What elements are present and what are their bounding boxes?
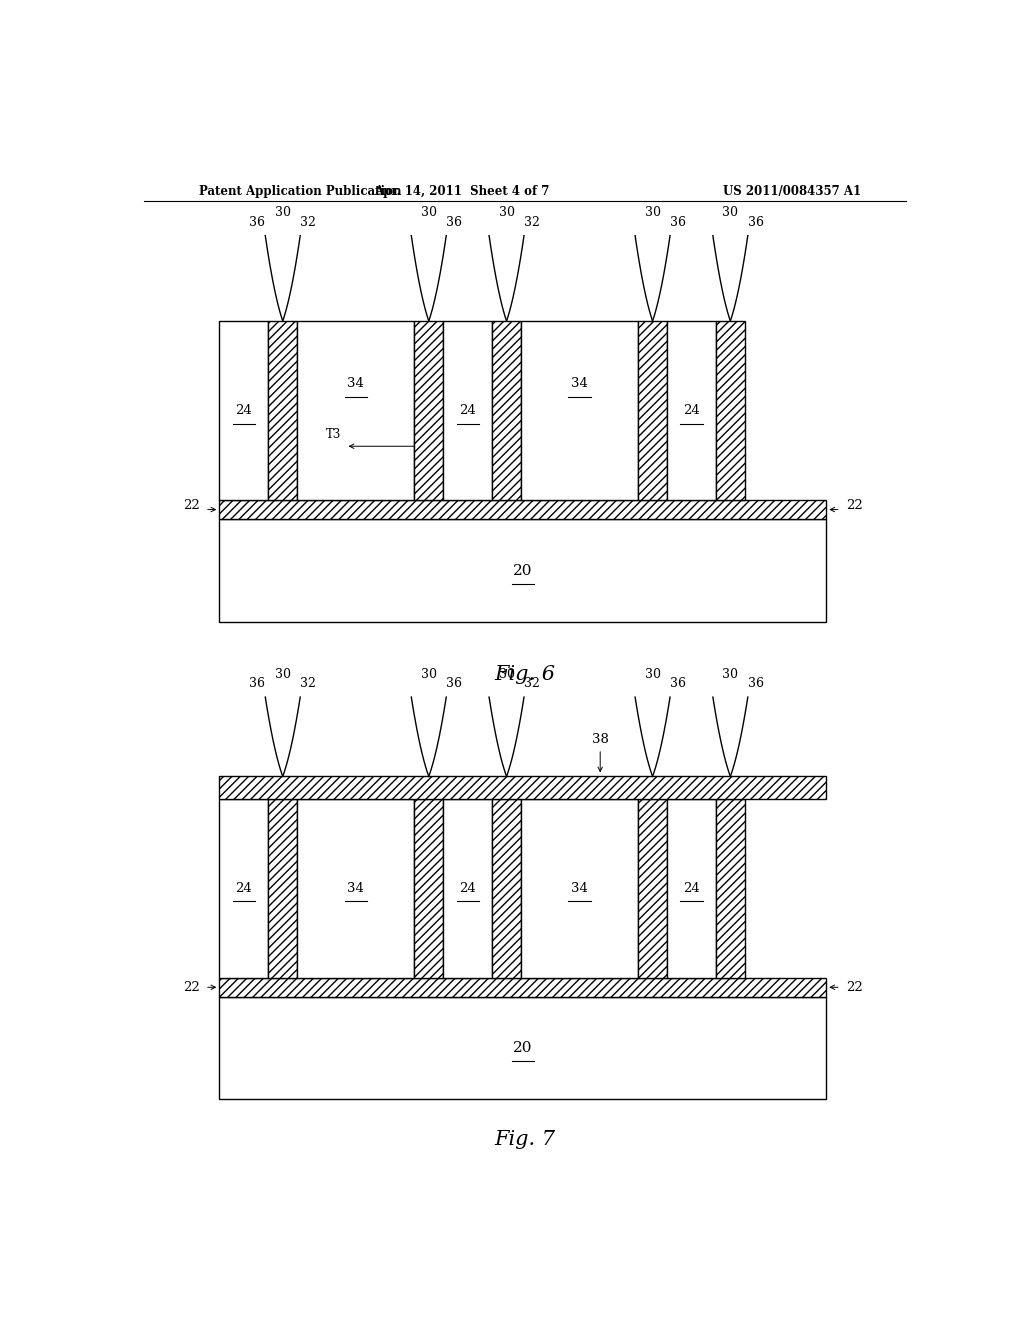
Text: 36: 36	[670, 677, 686, 690]
Text: 30: 30	[499, 206, 514, 219]
Text: 38: 38	[592, 733, 608, 746]
Bar	[493, 321, 521, 500]
Text: 36: 36	[250, 215, 265, 228]
Text: 30: 30	[722, 206, 738, 219]
Text: 24: 24	[460, 882, 476, 895]
Bar	[219, 799, 268, 978]
Text: 30: 30	[644, 668, 660, 681]
Text: Fig. 7: Fig. 7	[495, 1130, 555, 1150]
Bar	[219, 776, 826, 799]
Bar	[415, 799, 443, 978]
Bar	[219, 997, 826, 1098]
Text: 34: 34	[571, 882, 588, 895]
Text: 30: 30	[644, 206, 660, 219]
Text: 20: 20	[513, 564, 532, 578]
Bar	[219, 500, 826, 519]
Bar	[297, 321, 415, 500]
Text: 30: 30	[499, 668, 514, 681]
Bar	[521, 799, 638, 978]
Text: Fig. 6: Fig. 6	[495, 664, 555, 684]
Bar	[638, 799, 667, 978]
Text: 36: 36	[250, 677, 265, 690]
Bar	[716, 799, 744, 978]
Bar	[667, 321, 716, 500]
Bar	[493, 799, 521, 978]
Bar	[268, 321, 297, 500]
Text: 30: 30	[421, 668, 437, 681]
Text: 36: 36	[748, 215, 764, 228]
Bar	[297, 799, 415, 978]
Text: 30: 30	[274, 668, 291, 681]
Text: 34: 34	[571, 378, 588, 391]
Text: T3: T3	[327, 428, 342, 441]
Text: 24: 24	[683, 882, 699, 895]
Text: 34: 34	[347, 378, 365, 391]
Text: 36: 36	[446, 215, 462, 228]
Bar	[638, 321, 667, 500]
Text: 22: 22	[846, 981, 863, 994]
Text: 32: 32	[300, 677, 316, 690]
Bar	[716, 321, 744, 500]
Text: 32: 32	[524, 677, 540, 690]
Text: 24: 24	[460, 404, 476, 417]
Bar	[268, 799, 297, 978]
Bar	[521, 321, 638, 500]
Text: 24: 24	[236, 882, 252, 895]
Bar	[415, 321, 443, 500]
Text: US 2011/0084357 A1: US 2011/0084357 A1	[723, 185, 861, 198]
Text: 36: 36	[748, 677, 764, 690]
Bar	[443, 321, 493, 500]
Text: 30: 30	[274, 206, 291, 219]
Text: Apr. 14, 2011  Sheet 4 of 7: Apr. 14, 2011 Sheet 4 of 7	[374, 185, 549, 198]
Bar	[443, 799, 493, 978]
Text: Patent Application Publication: Patent Application Publication	[200, 185, 402, 198]
Text: 22: 22	[182, 499, 200, 512]
Text: 22: 22	[182, 981, 200, 994]
Text: 32: 32	[524, 215, 540, 228]
Text: 24: 24	[683, 404, 699, 417]
Text: 22: 22	[846, 499, 863, 512]
Bar	[219, 519, 826, 622]
Text: 30: 30	[722, 668, 738, 681]
Text: 36: 36	[670, 215, 686, 228]
Text: 30: 30	[421, 206, 437, 219]
Text: 36: 36	[446, 677, 462, 690]
Text: 20: 20	[513, 1040, 532, 1055]
Bar	[667, 799, 716, 978]
Bar	[219, 978, 826, 997]
Text: 34: 34	[347, 882, 365, 895]
Bar	[219, 321, 268, 500]
Text: 24: 24	[236, 404, 252, 417]
Text: 32: 32	[300, 215, 316, 228]
